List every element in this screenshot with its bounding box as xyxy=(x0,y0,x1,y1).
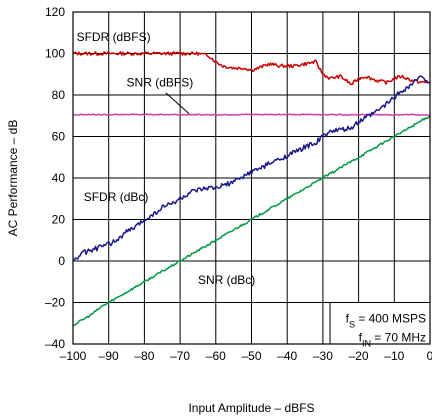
y-tick-label: 80 xyxy=(52,88,66,102)
condition-text: fS = 400 MSPS xyxy=(346,312,426,330)
y-tick-label: –20 xyxy=(45,296,65,310)
series-annotation: SNR (dBFS) xyxy=(127,76,194,90)
x-tick-label: –100 xyxy=(60,349,87,363)
x-tick-label: –70 xyxy=(170,349,190,363)
y-ticks: –40 –20 0 20 40 60 80 100 120 xyxy=(45,5,65,351)
x-tick-label: –20 xyxy=(349,349,369,363)
x-tick-label: –60 xyxy=(206,349,226,363)
y-tick-label: 40 xyxy=(52,171,66,185)
y-tick-label: 100 xyxy=(45,47,65,61)
x-tick-label: –30 xyxy=(313,349,333,363)
x-tick-label: –50 xyxy=(241,349,261,363)
conditions-box xyxy=(329,302,431,345)
grid xyxy=(72,11,431,345)
y-tick-label: 120 xyxy=(45,5,65,19)
series-line-sfdr-dbc xyxy=(72,75,430,262)
x-tick-label: –90 xyxy=(99,349,119,363)
x-ticks: –100 –90 –80 –70 –60 –50 –40 –30 –20 –10 0 xyxy=(60,349,432,363)
series-line-snr-dbc xyxy=(72,115,431,327)
x-tick-label: –10 xyxy=(384,349,404,363)
series-annotation: SFDR (dBc) xyxy=(84,190,149,204)
series-annotation: SNR (dBc) xyxy=(198,273,255,287)
x-tick-label: –40 xyxy=(277,349,297,363)
x-tick-label: –80 xyxy=(134,349,154,363)
y-axis-label: AC Performance – dB xyxy=(6,120,20,237)
y-tick-label: 20 xyxy=(52,213,66,227)
y-tick-label: 0 xyxy=(58,254,65,268)
y-tick-label: –40 xyxy=(45,337,65,351)
y-tick-label: 60 xyxy=(52,130,66,144)
annotations: SFDR (dBFS) SNR (dBFS) SFDR (dBc) SNR (dBc) xyxy=(77,30,256,287)
x-axis-label: Input Amplitude – dBFS xyxy=(188,401,314,415)
x-tick-label: 0 xyxy=(427,349,432,363)
snr-dbfs-arrow xyxy=(165,92,190,115)
series-line-sfdr-dbfs xyxy=(72,51,431,86)
series-annotation: SFDR (dBFS) xyxy=(77,30,151,44)
series-line-snr-dbfs xyxy=(72,113,431,117)
series-group xyxy=(72,51,431,327)
plot-frame xyxy=(72,11,431,345)
